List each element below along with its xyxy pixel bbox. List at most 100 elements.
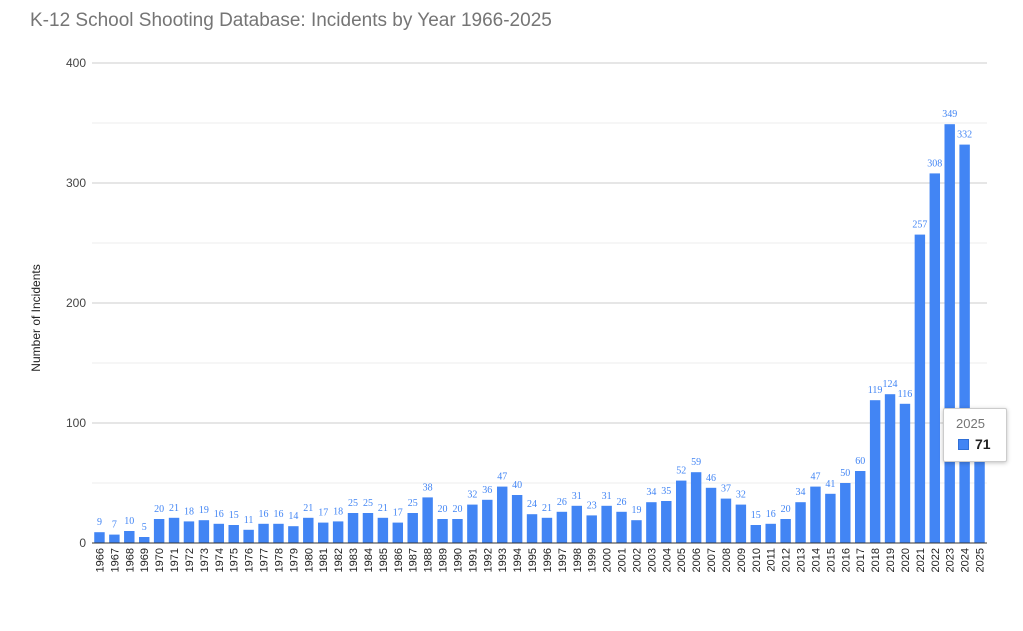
x-tick-label: 1985: [378, 548, 390, 572]
bar[interactable]: [825, 493, 836, 543]
bar[interactable]: [213, 523, 225, 543]
bar[interactable]: [601, 505, 612, 543]
x-tick-label: 2025: [975, 548, 987, 572]
bar[interactable]: [929, 173, 941, 543]
bar[interactable]: [840, 483, 851, 543]
bar[interactable]: [661, 501, 672, 543]
x-tick-label: 1978: [273, 548, 285, 572]
x-tick-label: 2003: [646, 548, 658, 572]
bar[interactable]: [854, 471, 866, 543]
bar[interactable]: [303, 517, 314, 543]
data-label: 16: [214, 509, 224, 520]
bar[interactable]: [94, 532, 105, 543]
bar[interactable]: [228, 525, 239, 543]
bar[interactable]: [168, 517, 180, 543]
bar[interactable]: [332, 521, 344, 543]
bar[interactable]: [974, 457, 985, 543]
data-label: 17: [393, 508, 403, 519]
x-tick-label: 1980: [303, 548, 315, 572]
bar[interactable]: [675, 480, 687, 543]
bar[interactable]: [765, 523, 776, 543]
bar[interactable]: [586, 515, 597, 543]
data-label: 35: [661, 486, 671, 497]
bar[interactable]: [780, 519, 791, 543]
bar[interactable]: [109, 534, 120, 543]
bar[interactable]: [407, 513, 418, 543]
tooltip-value: 71: [975, 436, 991, 452]
data-label: 18: [184, 506, 194, 517]
bar[interactable]: [750, 525, 762, 543]
bar[interactable]: [482, 499, 493, 543]
bar[interactable]: [959, 144, 970, 543]
bar[interactable]: [288, 526, 299, 543]
data-label: 34: [646, 487, 656, 498]
data-label: 23: [587, 500, 597, 511]
bar[interactable]: [153, 519, 165, 543]
bar[interactable]: [138, 537, 150, 543]
bar[interactable]: [526, 514, 538, 543]
bar[interactable]: [347, 513, 359, 543]
bar[interactable]: [735, 504, 747, 543]
bar[interactable]: [810, 486, 821, 543]
bar[interactable]: [362, 513, 374, 543]
x-tick-label: 2012: [781, 548, 793, 572]
bar[interactable]: [392, 522, 404, 543]
data-label: 19: [199, 505, 209, 516]
data-label: 18: [333, 506, 343, 517]
bars: [94, 124, 985, 543]
bar[interactable]: [467, 504, 478, 543]
bar[interactable]: [795, 502, 806, 543]
bar[interactable]: [452, 519, 463, 543]
data-label: 36: [482, 485, 492, 496]
data-label: 40: [512, 480, 522, 491]
bar[interactable]: [243, 529, 254, 543]
x-tick-label: 1975: [229, 548, 241, 572]
bar[interactable]: [571, 505, 583, 543]
bar[interactable]: [616, 511, 627, 543]
bar[interactable]: [437, 519, 448, 543]
bar[interactable]: [541, 517, 553, 543]
data-label: 31: [572, 491, 582, 502]
y-tick-label: 200: [66, 296, 86, 310]
bar[interactable]: [183, 521, 195, 543]
bar[interactable]: [899, 403, 911, 543]
bar[interactable]: [198, 520, 210, 543]
bar[interactable]: [914, 234, 926, 543]
x-tick-label: 1991: [467, 548, 479, 572]
bar[interactable]: [422, 497, 433, 543]
data-label: 46: [706, 473, 716, 484]
x-tick-label: 2022: [930, 548, 942, 572]
x-tick-label: 1969: [139, 548, 151, 572]
x-tick-label: 2001: [617, 548, 629, 572]
x-tick-label: 2000: [602, 548, 614, 572]
bar[interactable]: [511, 495, 523, 543]
x-tick-label: 1993: [497, 548, 509, 572]
bar[interactable]: [124, 531, 135, 543]
data-label: 15: [229, 510, 239, 521]
data-label: 21: [542, 503, 552, 514]
bar[interactable]: [496, 486, 508, 543]
data-label: 25: [348, 498, 358, 509]
bar[interactable]: [690, 472, 702, 543]
bar[interactable]: [646, 502, 657, 543]
bar[interactable]: [884, 394, 896, 543]
bar[interactable]: [869, 400, 881, 543]
x-tick-label: 2018: [870, 548, 882, 572]
y-axis-ticks: 0 100 200 300 400: [66, 56, 86, 550]
bar[interactable]: [317, 522, 329, 543]
bar[interactable]: [944, 124, 955, 543]
bar[interactable]: [258, 523, 269, 543]
y-tick-label: 0: [79, 536, 86, 550]
bar[interactable]: [556, 511, 568, 543]
y-tick-label: 300: [66, 176, 86, 190]
bar[interactable]: [377, 517, 389, 543]
x-tick-label: 1998: [572, 548, 584, 572]
bar[interactable]: [273, 523, 284, 543]
x-tick-label: 1983: [348, 548, 360, 572]
x-tick-label: 1990: [452, 548, 464, 572]
bar[interactable]: [705, 487, 717, 543]
x-tick-label: 1994: [512, 548, 524, 572]
bar[interactable]: [631, 520, 642, 543]
bar[interactable]: [720, 498, 732, 543]
x-tick-label: 1967: [109, 548, 121, 572]
